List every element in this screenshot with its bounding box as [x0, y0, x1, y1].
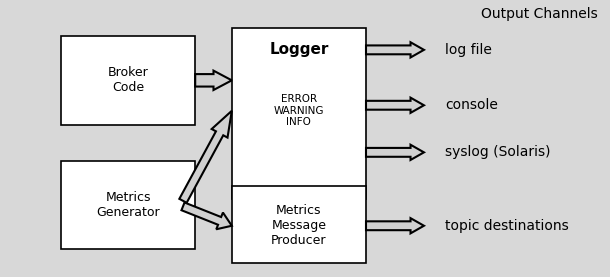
Text: Metrics
Generator: Metrics Generator	[96, 191, 160, 219]
Polygon shape	[366, 145, 424, 160]
Bar	[61, 36, 195, 125]
Polygon shape	[179, 111, 232, 203]
Bar	[232, 28, 366, 199]
Text: Metrics
Message
Producer: Metrics Message Producer	[271, 204, 326, 247]
Text: topic destinations: topic destinations	[445, 219, 569, 233]
Polygon shape	[195, 71, 232, 90]
Text: syslog (Solaris): syslog (Solaris)	[445, 145, 551, 159]
Text: log file: log file	[445, 43, 492, 57]
Text: Output Channels: Output Channels	[481, 7, 598, 21]
Polygon shape	[366, 218, 424, 233]
Text: Broker
Code: Broker Code	[108, 66, 148, 94]
Bar	[61, 161, 195, 249]
Polygon shape	[181, 202, 232, 229]
Bar	[232, 186, 366, 263]
Text: ERROR
WARNING
INFO: ERROR WARNING INFO	[274, 94, 324, 127]
Text: console: console	[445, 98, 498, 112]
Text: Logger: Logger	[269, 42, 329, 57]
Polygon shape	[366, 98, 424, 113]
Polygon shape	[366, 42, 424, 57]
